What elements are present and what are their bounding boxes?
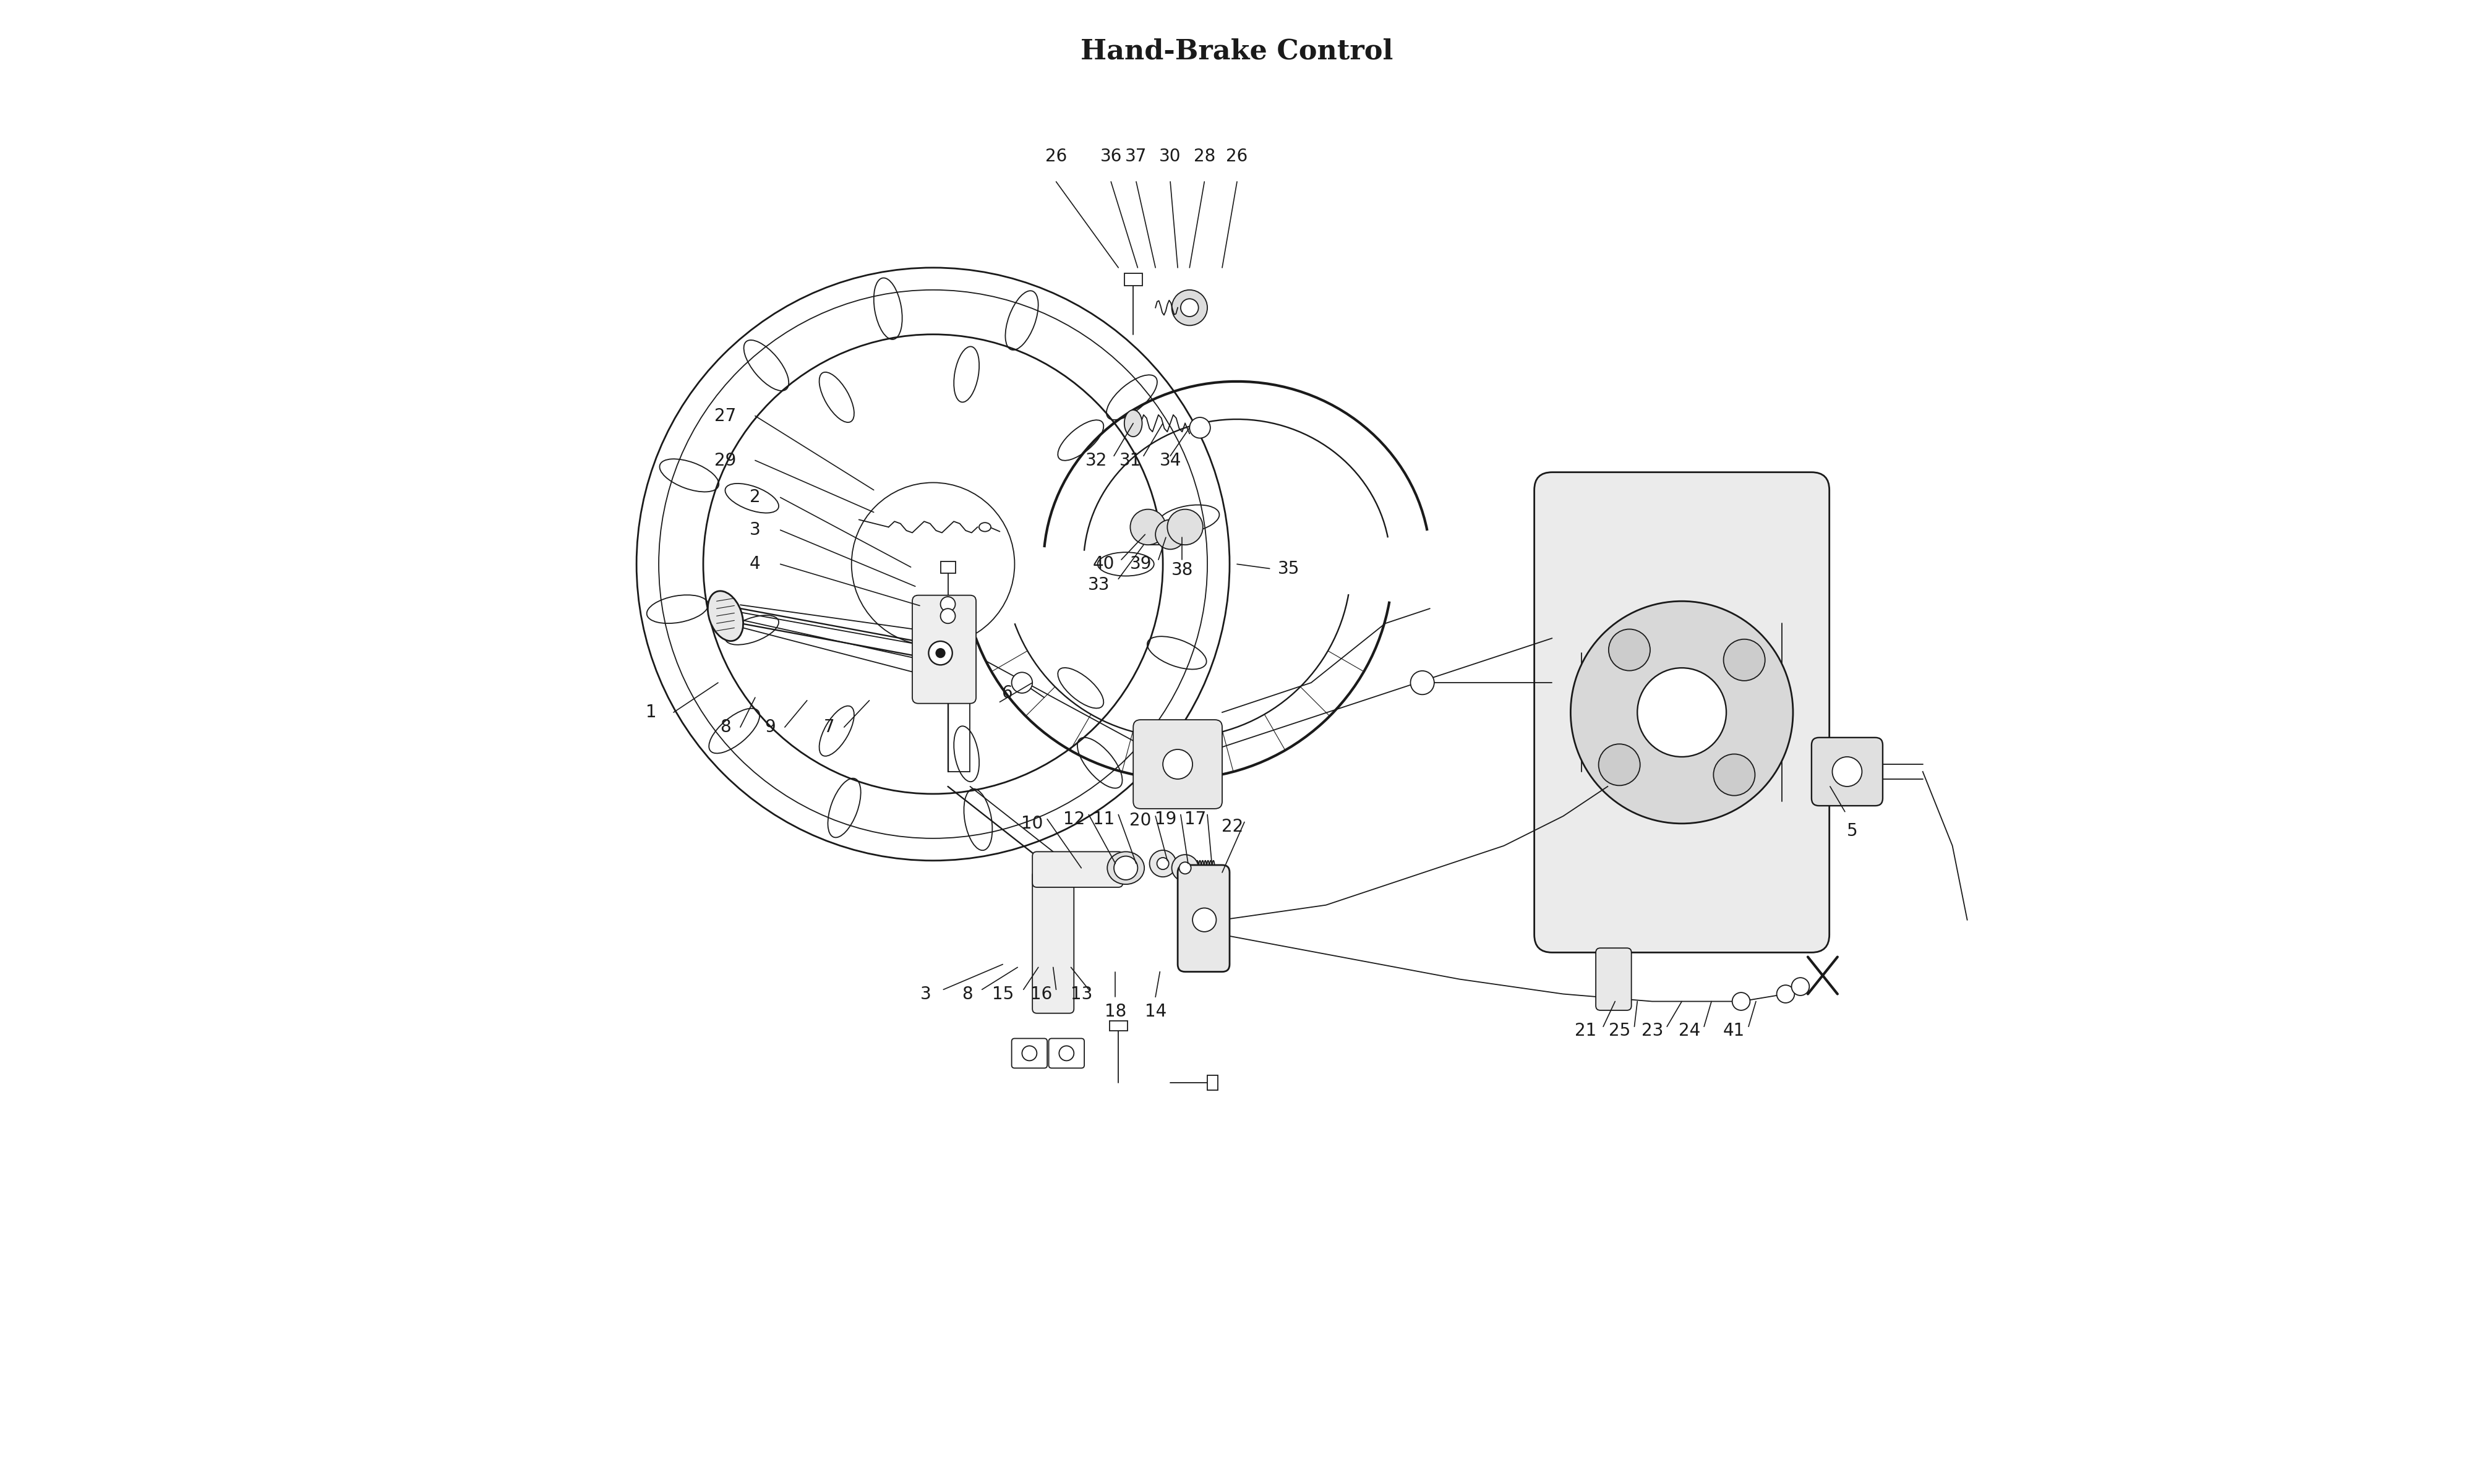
Bar [1123,273,1143,285]
Text: 8: 8 [962,985,972,1003]
Circle shape [940,608,955,623]
Ellipse shape [1108,852,1145,884]
Circle shape [1410,671,1435,695]
Circle shape [1638,668,1727,757]
FancyBboxPatch shape [1032,852,1123,887]
Circle shape [1192,908,1217,932]
FancyBboxPatch shape [1012,1039,1047,1068]
Text: 9: 9 [764,718,774,736]
Circle shape [940,597,955,611]
Text: 20: 20 [1131,812,1150,830]
Text: 12: 12 [1064,810,1084,828]
Text: 36: 36 [1101,148,1121,165]
Text: 28: 28 [1192,148,1215,165]
FancyBboxPatch shape [1534,472,1828,953]
Circle shape [1163,749,1192,779]
Circle shape [1155,519,1185,549]
Text: 39: 39 [1131,555,1150,573]
Text: 38: 38 [1170,561,1192,579]
Text: 17: 17 [1185,810,1207,828]
Text: 16: 16 [1029,985,1051,1003]
Text: 27: 27 [715,407,737,424]
Circle shape [1131,509,1165,545]
Circle shape [1180,298,1197,316]
Text: 8: 8 [720,718,730,736]
Circle shape [1598,743,1640,785]
FancyBboxPatch shape [1811,738,1883,806]
Text: 24: 24 [1677,1022,1700,1040]
Text: 37: 37 [1126,148,1148,165]
FancyBboxPatch shape [1032,871,1074,1014]
Text: 40: 40 [1094,555,1113,573]
Text: 15: 15 [992,985,1014,1003]
Text: 33: 33 [1089,576,1111,594]
Circle shape [1732,993,1749,1011]
Circle shape [1173,289,1207,325]
Text: 1: 1 [646,703,656,721]
Text: 14: 14 [1145,1003,1165,1021]
Circle shape [928,641,952,665]
Text: 3: 3 [920,985,930,1003]
Text: 2: 2 [750,488,760,506]
Text: 25: 25 [1608,1022,1630,1040]
Text: 10: 10 [1022,815,1044,833]
Text: 5: 5 [1848,822,1858,840]
Text: 30: 30 [1160,148,1180,165]
Circle shape [1150,850,1175,877]
FancyBboxPatch shape [1049,1039,1084,1068]
Circle shape [1059,1046,1074,1061]
Circle shape [1113,856,1138,880]
Text: Hand-Brake Control: Hand-Brake Control [1081,39,1393,64]
Ellipse shape [1123,410,1143,436]
Text: 41: 41 [1722,1022,1744,1040]
Text: 31: 31 [1118,451,1141,469]
Text: 21: 21 [1573,1022,1596,1040]
Text: 26: 26 [1227,148,1247,165]
FancyBboxPatch shape [913,595,977,703]
Text: 4: 4 [750,555,760,573]
Text: 32: 32 [1086,451,1106,469]
Circle shape [1158,858,1168,870]
Circle shape [1776,985,1794,1003]
Text: 18: 18 [1103,1003,1126,1021]
Ellipse shape [980,522,992,531]
Circle shape [1791,978,1808,996]
FancyBboxPatch shape [1596,948,1630,1011]
Circle shape [935,649,945,657]
Circle shape [1190,417,1210,438]
Bar [1108,1021,1128,1031]
Text: 35: 35 [1279,559,1299,577]
Circle shape [1012,672,1032,693]
Circle shape [1714,754,1754,795]
FancyBboxPatch shape [1133,720,1222,809]
Text: 13: 13 [1071,985,1091,1003]
Circle shape [1571,601,1794,824]
Bar [940,561,955,573]
Text: 23: 23 [1640,1022,1663,1040]
Text: 7: 7 [824,718,834,736]
Circle shape [1833,757,1863,787]
Text: 34: 34 [1160,451,1180,469]
Text: 26: 26 [1044,148,1066,165]
Circle shape [1168,509,1202,545]
Circle shape [1724,640,1764,681]
Text: 29: 29 [715,451,737,469]
Circle shape [1022,1046,1037,1061]
Text: 19: 19 [1155,810,1178,828]
Circle shape [1180,862,1190,874]
FancyBboxPatch shape [1178,865,1230,972]
Text: 3: 3 [750,521,760,539]
Ellipse shape [708,591,742,641]
Circle shape [1608,629,1650,671]
Bar [1207,1076,1217,1091]
Text: 22: 22 [1222,818,1244,835]
Circle shape [1173,855,1197,881]
Text: 6: 6 [1002,684,1012,702]
Text: 11: 11 [1094,810,1113,828]
